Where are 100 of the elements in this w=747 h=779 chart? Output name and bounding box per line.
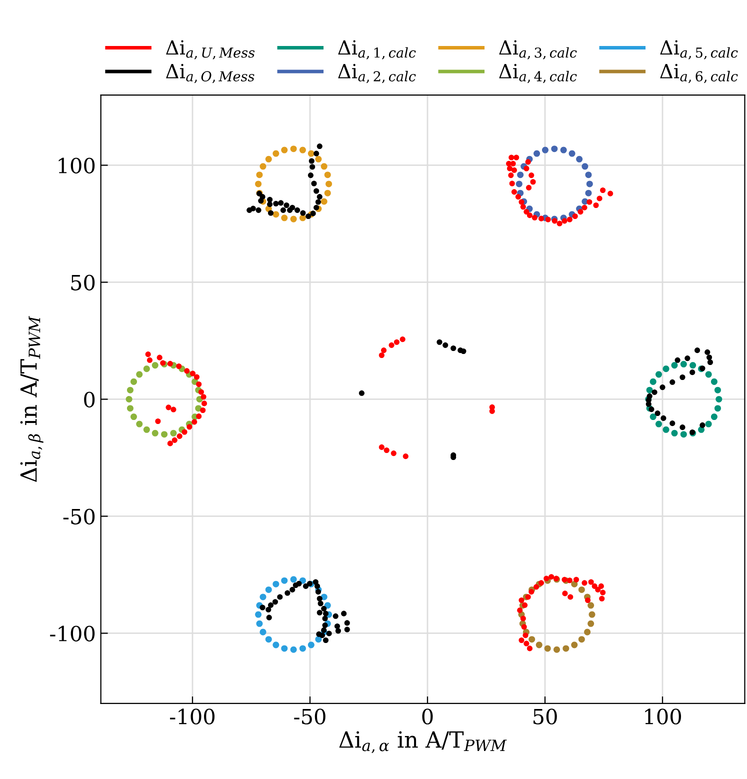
point (136, 371, 143, 378)
point (671, 362, 678, 369)
point (650, 378, 656, 385)
point (534, 150, 540, 157)
point (290, 216, 297, 222)
point (714, 386, 721, 394)
x-tick-label: -50 (294, 708, 326, 724)
legend-label: Δi$_{a,6,calc}$ (660, 64, 738, 84)
x-tick-label: -100 (170, 708, 215, 724)
point (130, 414, 138, 420)
point (281, 577, 288, 584)
point (662, 426, 670, 433)
point (568, 150, 576, 157)
legend-label: Δi$_{a,O,Mess}$ (166, 64, 254, 84)
point (578, 586, 585, 593)
point (680, 360, 687, 368)
point (671, 430, 678, 436)
point (299, 645, 306, 652)
point (324, 190, 331, 196)
point (716, 396, 722, 402)
point (690, 362, 696, 369)
point (265, 636, 272, 643)
point (705, 371, 712, 378)
point (152, 362, 158, 369)
legend-label: Δi$_{a,5,calc}$ (660, 40, 738, 60)
point (256, 172, 263, 178)
point (308, 642, 314, 648)
point (655, 420, 662, 428)
point (710, 378, 718, 385)
legend-label: Δi$_{a,U,Mess}$ (166, 40, 255, 60)
point (551, 146, 558, 152)
point (588, 602, 594, 609)
point (516, 180, 522, 188)
legend-label: Δi$_{a,3,calc}$ (499, 40, 577, 60)
x-tick-label: 100 (645, 708, 682, 724)
point (272, 211, 280, 218)
point (578, 636, 585, 643)
point (542, 146, 548, 154)
point (680, 431, 687, 438)
point (714, 405, 721, 412)
point (662, 366, 670, 372)
y-tick-label: -100 (50, 626, 95, 642)
point (260, 628, 266, 636)
point (588, 611, 596, 618)
point (582, 163, 588, 170)
point (655, 371, 662, 378)
point (272, 642, 280, 648)
point (299, 577, 306, 584)
point (290, 646, 297, 653)
point (126, 396, 132, 402)
point (161, 431, 168, 438)
point (260, 163, 266, 170)
point (265, 156, 272, 162)
point (536, 642, 542, 648)
point (324, 602, 331, 609)
point (560, 146, 567, 154)
point (281, 146, 288, 154)
point (143, 366, 150, 372)
point (324, 172, 331, 178)
x-tick-label: 0 (422, 708, 433, 724)
point (646, 386, 653, 394)
legend-label: Δi$_{a,2,calc}$ (338, 64, 416, 84)
point (130, 378, 138, 385)
point (705, 420, 712, 428)
point (315, 156, 322, 162)
y-tick-label: 0 (84, 392, 95, 408)
point (588, 620, 594, 627)
point (584, 628, 591, 636)
point (299, 146, 306, 154)
point (170, 430, 177, 436)
point (710, 414, 718, 420)
point (265, 586, 272, 593)
point (528, 636, 536, 643)
x-axis-title: Δi$_{a,α}$ in A/T$_{PWM}$ (339, 731, 507, 754)
point (290, 146, 297, 152)
point (152, 430, 158, 436)
point (126, 386, 134, 394)
point (308, 150, 314, 157)
point (260, 594, 266, 600)
point (272, 150, 280, 157)
point (586, 180, 593, 188)
point (281, 645, 288, 652)
point (320, 198, 328, 205)
y-tick-label: 50 (71, 274, 95, 290)
point (576, 156, 583, 162)
point (585, 172, 592, 178)
point (256, 620, 263, 627)
x-tick-label: 50 (534, 708, 557, 724)
y-axis-title: Δi$_{a,β}$ in A/T$_{PWM}$ (20, 316, 44, 482)
point (320, 163, 328, 170)
point (554, 646, 560, 653)
point (650, 414, 656, 420)
point (126, 405, 134, 412)
point (136, 420, 143, 428)
point (255, 180, 262, 188)
y-tick-label: -50 (63, 508, 95, 524)
point (255, 611, 262, 618)
point (272, 580, 280, 588)
point (281, 214, 288, 222)
legend-label: Δi$_{a,4,calc}$ (499, 64, 577, 84)
